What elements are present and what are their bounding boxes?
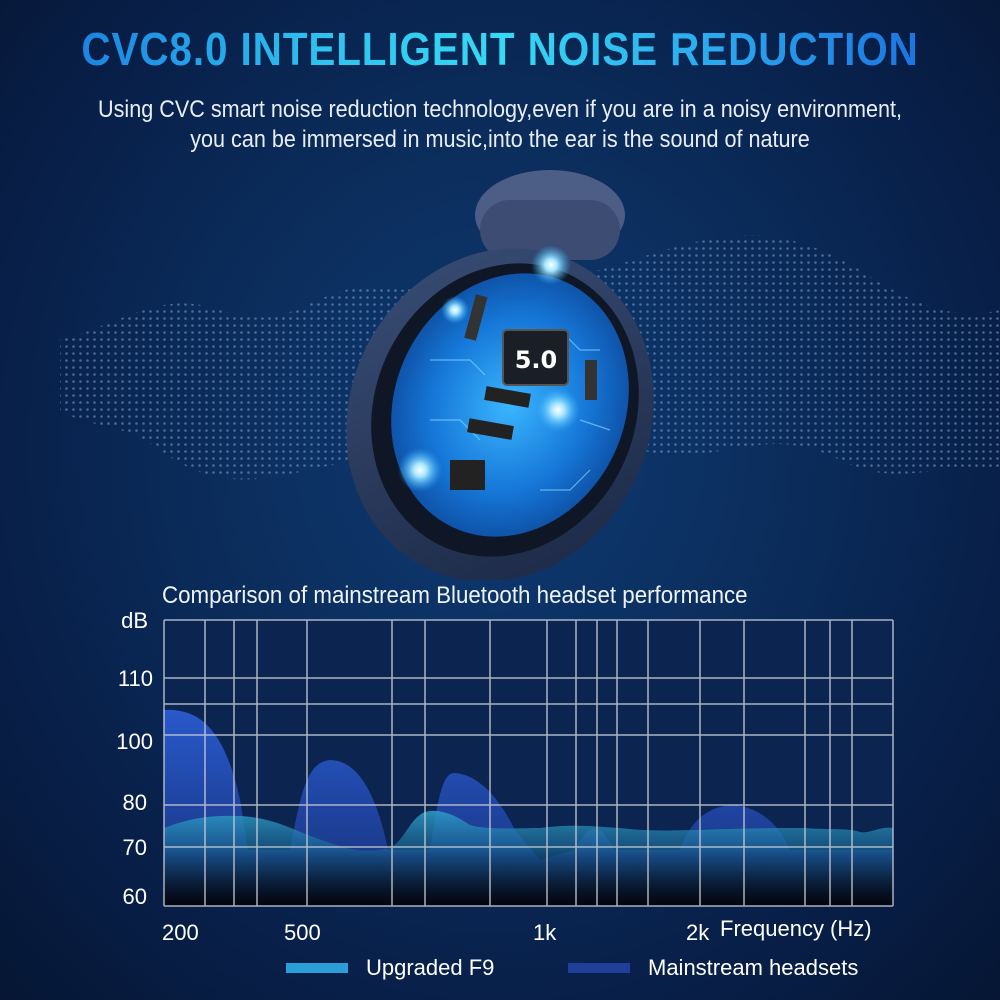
y-tick-110: 110: [117, 666, 153, 691]
legend-label: Upgraded F9: [366, 955, 495, 980]
x-tick-2k: 2k: [686, 920, 710, 945]
y-tick-60: 60: [122, 884, 147, 909]
y-axis-unit-label: dB: [121, 608, 148, 633]
page-title: CVC8.0 INTELLIGENT NOISE REDUCTION: [60, 22, 940, 76]
subtitle-line-2: you can be immersed in music,into the ea…: [190, 126, 810, 153]
legend-swatch-upgraded-f9: [286, 963, 348, 973]
x-tick-500: 500: [284, 920, 321, 945]
chart-grid: [163, 619, 894, 907]
x-axis-label: Frequency (Hz): [720, 916, 872, 941]
legend-label: Mainstream headsets: [648, 955, 859, 980]
x-tick-1k: 1k: [533, 920, 557, 945]
earbud-circuit-icon: 5.0: [346, 170, 654, 580]
chart-title: Comparison of mainstream Bluetooth heads…: [162, 582, 748, 609]
chip-label: 5.0: [515, 346, 558, 374]
legend-swatch-mainstream: [568, 963, 630, 973]
legend-item-upgraded-f9: Upgraded F9: [286, 955, 494, 981]
y-tick-100: 100: [116, 729, 153, 754]
y-tick-80: 80: [122, 790, 147, 815]
y-tick-70: 70: [122, 835, 147, 860]
subtitle-line-1: Using CVC smart noise reduction technolo…: [97, 96, 903, 123]
x-tick-200: 200: [162, 920, 199, 945]
legend-item-mainstream: Mainstream headsets: [568, 955, 858, 981]
